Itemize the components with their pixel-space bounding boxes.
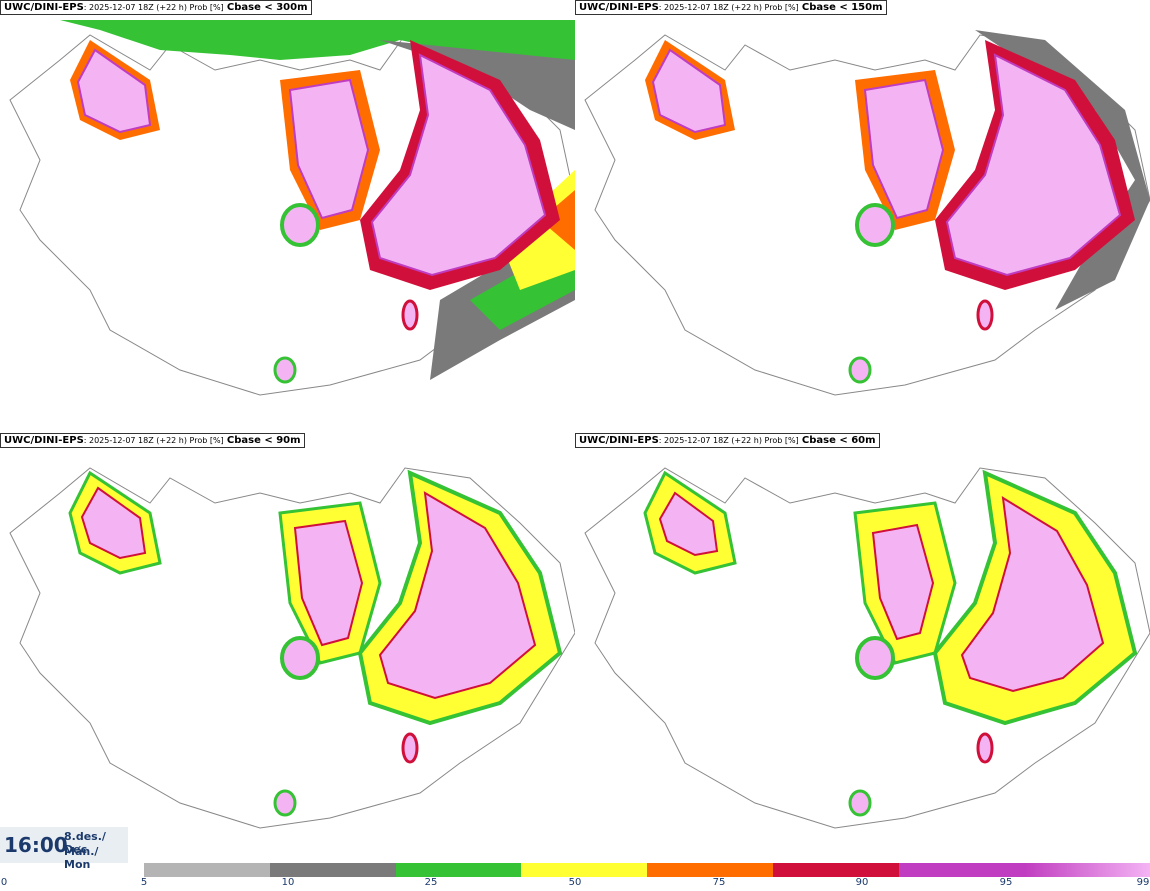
colorbar-ticks: 0 5 10 25 50 75 90 95 99 (0, 877, 1150, 891)
probability-map (9, 467, 575, 829)
panel-header: UWC/DINI-EPS: 2025-12-07 18Z (+22 h) Pro… (0, 0, 312, 15)
valid-day: Mán./ Mon (64, 845, 99, 871)
colorbar-segment (521, 863, 647, 877)
probability-map (584, 467, 1150, 829)
colorbar-tick-label: 0 (0, 877, 8, 888)
colorbar-tick-label: 5 (140, 877, 148, 888)
probability-map (584, 30, 1150, 396)
map-panel-90m: UWC/DINI-EPS: 2025-12-07 18Z (+22 h) Pro… (0, 433, 575, 863)
colorbar-segment (269, 863, 396, 877)
map-panel-300m: UWC/DINI-EPS: 2025-12-07 18Z (+22 h) Pro… (0, 0, 575, 430)
valid-time: 16:00 (4, 833, 68, 857)
colorbar-tick-label: 90 (855, 877, 869, 888)
colorbar-segment (144, 863, 270, 877)
colorbar-segment (647, 863, 773, 877)
colorbar-segment (395, 863, 522, 877)
panel-header: UWC/DINI-EPS: 2025-12-07 18Z (+22 h) Pro… (575, 433, 880, 448)
colorbar-tick-label: 10 (281, 877, 295, 888)
colorbar-tick-label: 99 (1136, 877, 1150, 888)
map-panel-60m: UWC/DINI-EPS: 2025-12-07 18Z (+22 h) Pro… (575, 433, 1150, 863)
colorbar (144, 863, 1150, 877)
probability-map (9, 20, 575, 396)
colorbar-tick-label: 25 (424, 877, 438, 888)
colorbar-segment (772, 863, 899, 877)
valid-date: 8.des./ Dec (64, 830, 106, 856)
panel-header: UWC/DINI-EPS: 2025-12-07 18Z (+22 h) Pro… (0, 433, 305, 448)
colorbar-tick-label: 95 (999, 877, 1013, 888)
colorbar-tick-label: 50 (568, 877, 582, 888)
map-panel-150m: UWC/DINI-EPS: 2025-12-07 18Z (+22 h) Pro… (575, 0, 1150, 430)
colorbar-segment (898, 863, 1025, 877)
colorbar-tick-label: 75 (712, 877, 726, 888)
colorbar-segment (1024, 863, 1150, 877)
valid-time-box: 16:00 8.des./ Dec Mán./ Mon (0, 827, 128, 871)
panel-header: UWC/DINI-EPS: 2025-12-07 18Z (+22 h) Pro… (575, 0, 887, 15)
